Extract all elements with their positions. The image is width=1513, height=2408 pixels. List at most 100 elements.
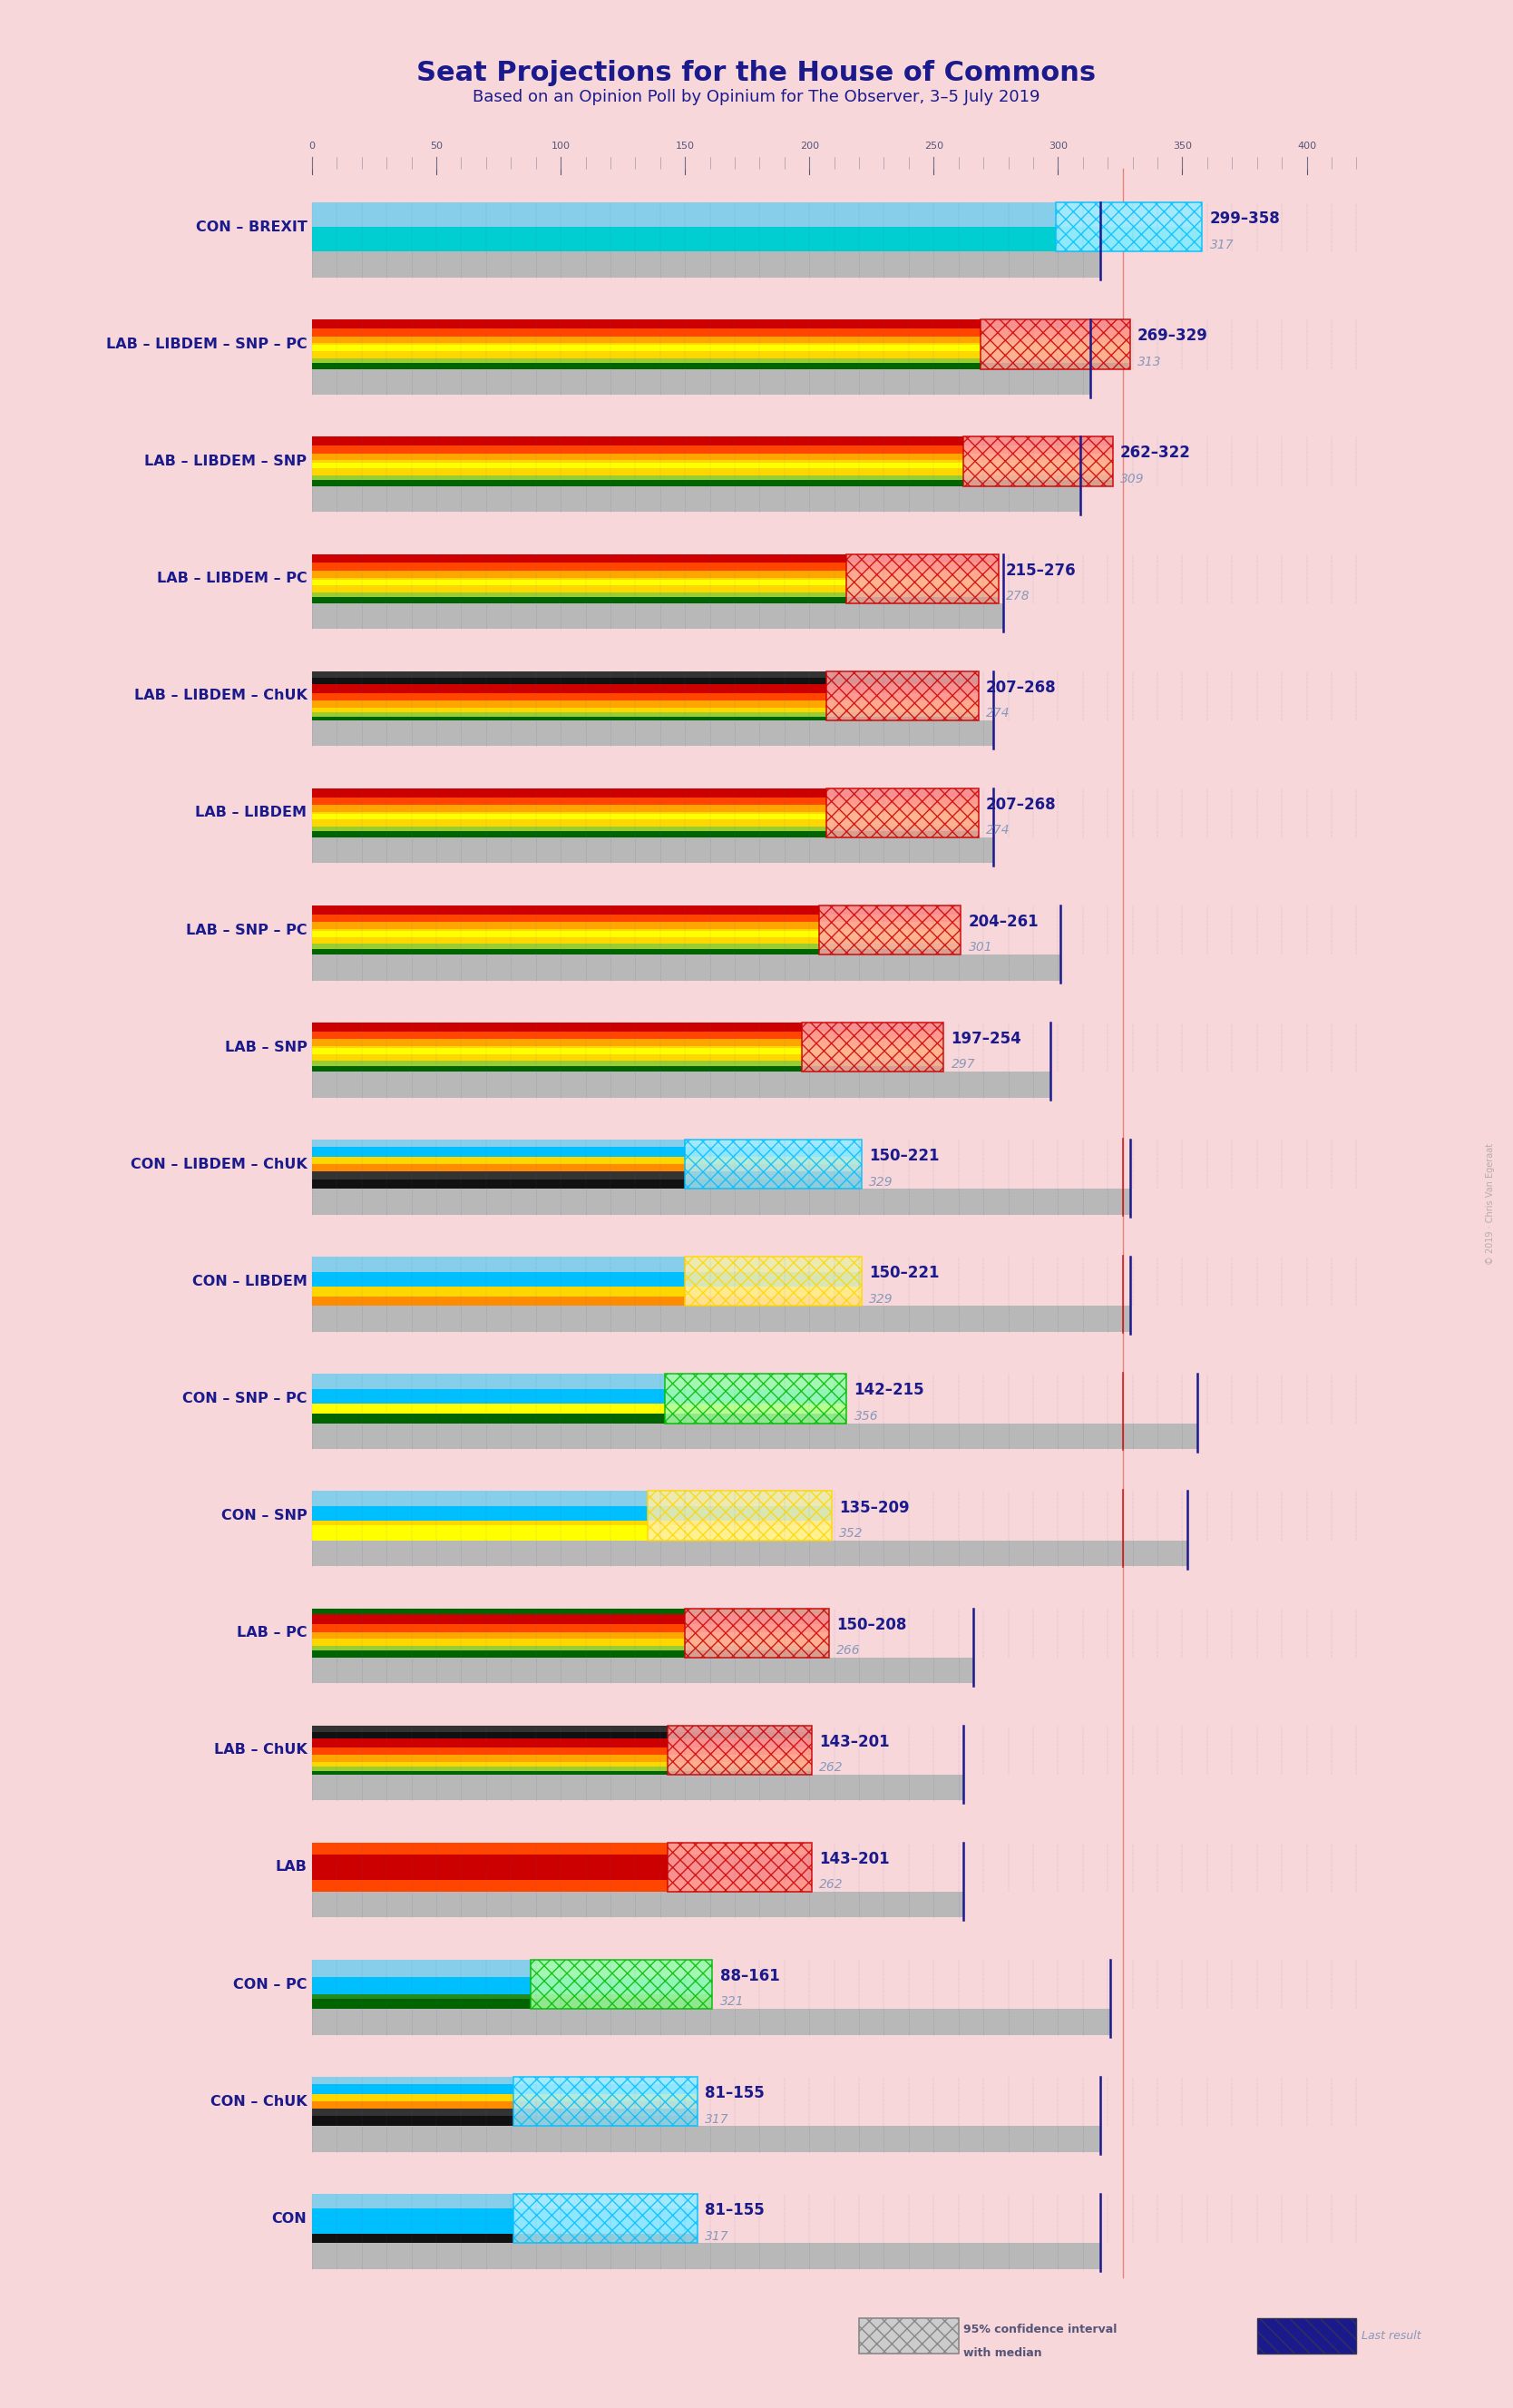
Text: 356: 356 xyxy=(855,1409,878,1423)
Bar xyxy=(312,462,1112,467)
Text: CON – SNP: CON – SNP xyxy=(221,1510,307,1522)
Text: 142–215: 142–215 xyxy=(855,1382,924,1399)
Text: LAB – LIBDEM – ChUK: LAB – LIBDEM – ChUK xyxy=(133,689,307,703)
Text: 297: 297 xyxy=(952,1060,976,1072)
Bar xyxy=(312,1522,832,1527)
Text: 81–155: 81–155 xyxy=(705,2203,764,2218)
Text: 262: 262 xyxy=(819,1760,843,1775)
Bar xyxy=(312,1375,847,1389)
Bar xyxy=(1056,202,1203,253)
Bar xyxy=(312,831,979,838)
Bar xyxy=(312,1072,1050,1098)
Bar xyxy=(312,819,979,826)
Bar xyxy=(312,1491,832,1505)
Bar xyxy=(312,327,1130,337)
Bar xyxy=(685,1609,829,1657)
Bar xyxy=(312,2078,697,2085)
Bar xyxy=(312,1156,861,1165)
Text: LAB – LIBDEM – PC: LAB – LIBDEM – PC xyxy=(157,571,307,585)
Bar xyxy=(312,580,999,585)
Bar xyxy=(312,2235,697,2244)
Bar xyxy=(819,905,961,954)
Text: 50: 50 xyxy=(430,142,443,152)
Bar xyxy=(312,1613,829,1623)
Bar xyxy=(312,368,1091,395)
Bar xyxy=(312,797,979,804)
Bar xyxy=(312,1146,861,1156)
Text: 135–209: 135–209 xyxy=(840,1500,909,1515)
Text: 0: 0 xyxy=(309,142,315,152)
Text: 262: 262 xyxy=(819,1878,843,1890)
Bar xyxy=(312,1727,812,1731)
Bar xyxy=(312,1040,944,1045)
Bar xyxy=(513,2078,697,2126)
Bar xyxy=(312,1055,944,1062)
Bar xyxy=(312,1657,973,1683)
Bar xyxy=(312,804,979,811)
Bar xyxy=(312,1190,1130,1214)
Bar xyxy=(1257,2319,1357,2353)
Text: Based on an Opinion Poll by Opinium for The Observer, 3–5 July 2019: Based on an Opinion Poll by Opinium for … xyxy=(472,89,1041,106)
Bar xyxy=(312,474,1112,479)
Text: CON – BREXIT: CON – BREXIT xyxy=(195,219,307,234)
Bar xyxy=(312,2117,697,2126)
Bar xyxy=(312,720,994,746)
Bar xyxy=(312,453,1112,460)
Text: 143–201: 143–201 xyxy=(819,1852,890,1866)
Text: 317: 317 xyxy=(705,2230,729,2242)
Text: CON – ChUK: CON – ChUK xyxy=(210,2095,307,2109)
Bar xyxy=(312,486,1080,513)
Bar xyxy=(312,672,979,679)
Bar xyxy=(312,563,999,571)
Text: LAB – ChUK: LAB – ChUK xyxy=(213,1743,307,1758)
Bar xyxy=(312,1413,847,1423)
Bar xyxy=(312,949,961,954)
Bar xyxy=(312,602,1003,628)
Bar xyxy=(312,708,979,713)
Bar xyxy=(312,1067,944,1072)
Bar xyxy=(859,2319,959,2353)
Text: 150–208: 150–208 xyxy=(837,1616,906,1633)
Text: LAB – LIBDEM: LAB – LIBDEM xyxy=(195,807,307,819)
Text: LAB – SNP – PC: LAB – SNP – PC xyxy=(186,922,307,937)
Bar xyxy=(312,320,1130,327)
Bar xyxy=(312,1031,944,1040)
Bar xyxy=(312,352,1130,359)
Bar xyxy=(312,467,1112,474)
Bar xyxy=(312,337,1130,344)
Text: 207–268: 207–268 xyxy=(986,797,1056,814)
Bar xyxy=(312,1047,944,1055)
Bar xyxy=(312,1165,861,1173)
Text: 143–201: 143–201 xyxy=(819,1734,890,1751)
Bar xyxy=(312,445,1112,453)
Text: 350: 350 xyxy=(1173,142,1192,152)
Bar xyxy=(312,1775,964,1801)
Text: 250: 250 xyxy=(924,142,943,152)
Text: 150–221: 150–221 xyxy=(868,1149,940,1163)
Bar xyxy=(312,694,979,701)
Bar xyxy=(312,787,979,797)
Text: 400: 400 xyxy=(1297,142,1316,152)
Bar xyxy=(312,2208,697,2235)
Bar xyxy=(980,320,1130,368)
Bar xyxy=(312,554,999,563)
Bar xyxy=(312,2102,697,2109)
Bar xyxy=(312,2085,697,2095)
Bar xyxy=(312,1645,829,1649)
Bar xyxy=(312,479,1112,486)
Bar xyxy=(312,1731,812,1739)
Bar xyxy=(312,1505,832,1522)
Bar xyxy=(312,359,1130,364)
Bar xyxy=(312,2194,697,2208)
Bar xyxy=(312,915,961,922)
Text: LAB – PC: LAB – PC xyxy=(236,1625,307,1640)
Text: 204–261: 204–261 xyxy=(968,913,1039,929)
Bar xyxy=(312,1649,829,1657)
Text: LAB: LAB xyxy=(275,1861,307,1873)
Bar xyxy=(312,585,999,592)
Bar xyxy=(312,1404,847,1413)
Text: Seat Projections for the House of Commons: Seat Projections for the House of Common… xyxy=(416,60,1097,87)
Text: 317: 317 xyxy=(705,2112,729,2126)
Text: 329: 329 xyxy=(868,1175,893,1187)
Bar xyxy=(312,1527,832,1541)
